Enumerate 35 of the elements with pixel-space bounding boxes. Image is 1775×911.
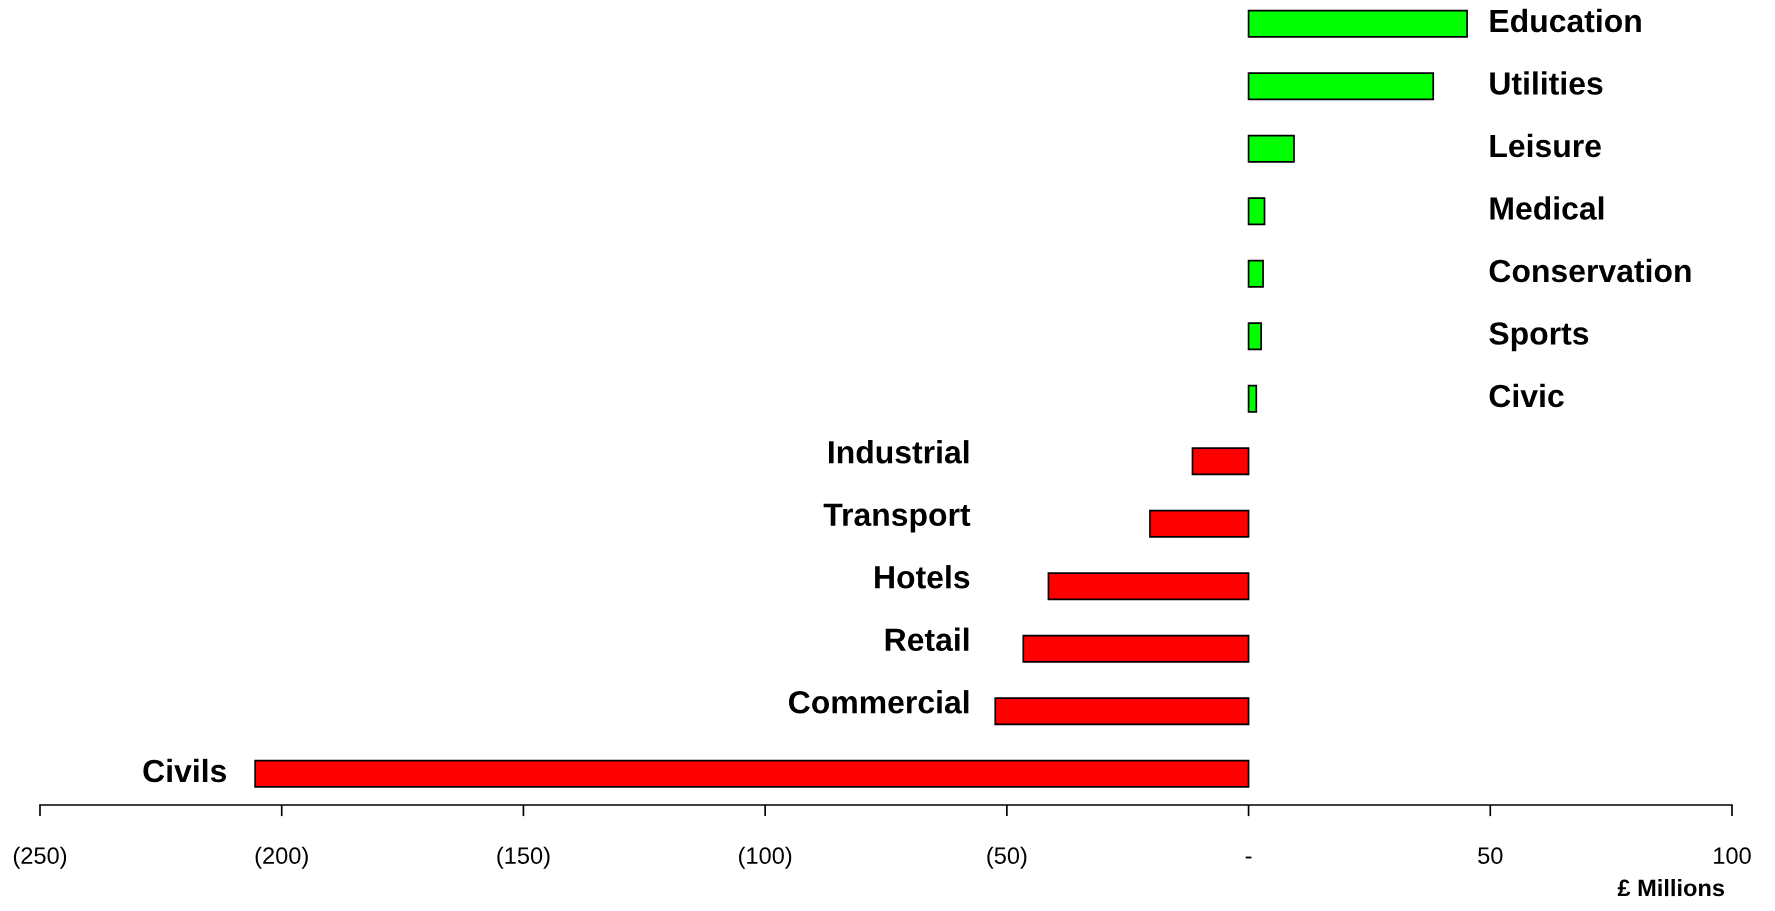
bar	[1191, 447, 1250, 476]
bar	[1022, 634, 1250, 663]
y-tick-label: Utilities	[1490, 71, 1603, 95]
y-tick-label: Civils	[143, 758, 227, 783]
x-tick-label: (200)	[255, 846, 308, 869]
x-tick-label: (250)	[13, 846, 67, 869]
x-axis-title: £ Millions	[1617, 878, 1725, 897]
x-tick-label: -	[1245, 856, 1252, 859]
x-tick-label: 100	[1714, 847, 1751, 865]
y-tick-label: Industrial	[828, 440, 969, 464]
bar	[1047, 572, 1250, 601]
y-tick-label: Education	[1490, 8, 1641, 33]
x-tick-label: (150)	[497, 846, 550, 869]
y-tick-label: Medical	[1490, 196, 1604, 220]
y-tick-label: Hotels	[875, 565, 970, 589]
y-tick-label: Transport	[823, 503, 971, 533]
bar	[994, 697, 1250, 726]
bar	[1247, 134, 1295, 163]
y-tick-label: Retail	[885, 627, 969, 652]
bar	[1149, 509, 1250, 538]
y-tick-label: Leisure	[1490, 133, 1601, 158]
y-tick-label: Commercial	[789, 690, 969, 714]
bar	[1247, 9, 1468, 38]
x-tick-label: 50	[1478, 847, 1503, 865]
bar	[1247, 322, 1262, 351]
y-tick-label: Conservation	[1489, 258, 1691, 283]
y-tick-label: Sports	[1489, 322, 1589, 352]
y-tick-label: Civic	[1489, 383, 1564, 408]
bar	[254, 759, 1250, 788]
bar	[1247, 384, 1258, 413]
x-tick-label: (100)	[739, 846, 792, 869]
bar	[1247, 259, 1264, 288]
bar	[1247, 197, 1266, 226]
bar	[1247, 72, 1435, 101]
x-tick-label: (50)	[987, 846, 1027, 869]
